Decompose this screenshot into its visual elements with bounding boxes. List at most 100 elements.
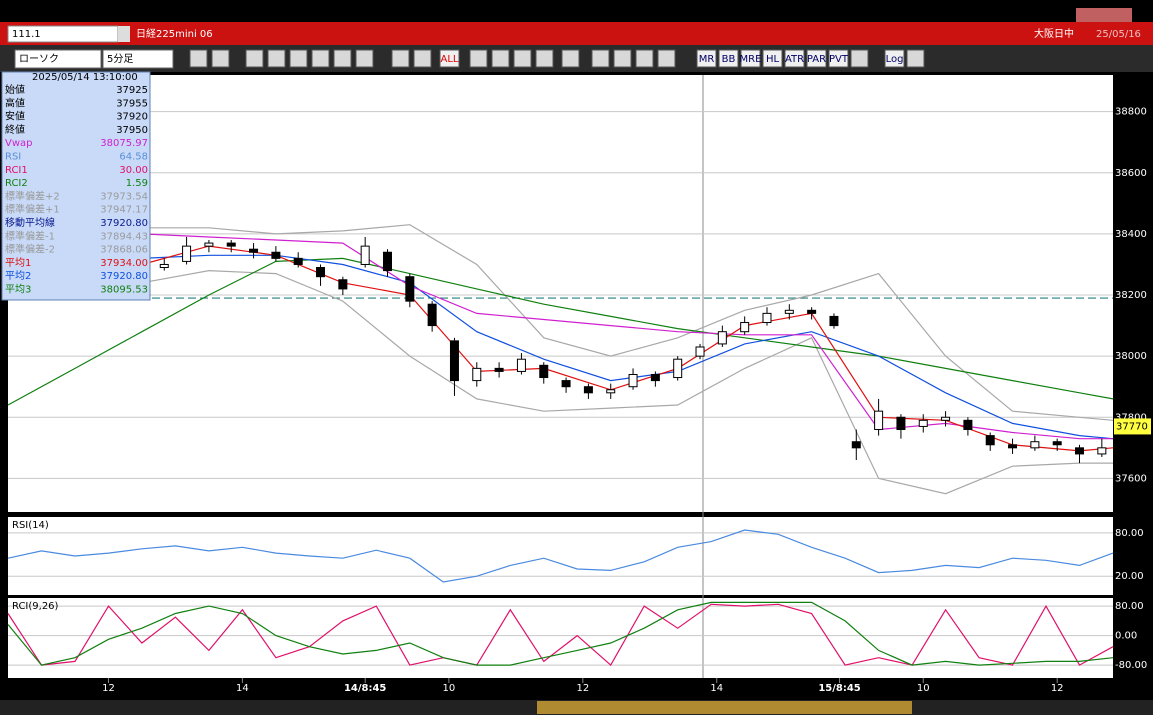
info-label: RCI2 — [5, 178, 28, 189]
candle-body — [1052, 441, 1062, 446]
indicator-line — [7, 601, 1114, 666]
symbol-bar — [0, 22, 1153, 45]
toolbar-icon[interactable] — [211, 49, 230, 68]
toolbar-icon[interactable] — [245, 49, 264, 68]
toolbar-icon[interactable] — [591, 49, 610, 68]
x-tick-label: 12 — [1051, 683, 1064, 694]
candle-body — [673, 358, 683, 379]
candle-body — [717, 331, 727, 345]
info-value: 37934.00 — [100, 258, 148, 269]
toolbar-icons: ALL MR BB MRE HL ATR PAR PVT Log — [189, 49, 925, 68]
candle-body — [606, 389, 616, 394]
candle-body — [1030, 441, 1040, 449]
toolbar-icon[interactable] — [784, 49, 805, 68]
toolbar-icon[interactable] — [469, 49, 488, 68]
y-tick-label: 38400 — [1115, 229, 1147, 240]
info-panel — [1, 71, 151, 301]
x-tick-label: 14 — [236, 683, 249, 694]
toolbar-icon[interactable] — [718, 49, 739, 68]
candle-body — [695, 346, 705, 357]
toolbar-icon[interactable] — [561, 49, 580, 68]
x-tick-label: 10 — [917, 683, 930, 694]
candle-body — [963, 419, 973, 430]
interval-select[interactable] — [102, 49, 174, 69]
y-tick-label: 80.00 — [1115, 601, 1144, 612]
toolbar-icon[interactable] — [413, 49, 432, 68]
candle-body — [874, 410, 884, 430]
toolbar-icon[interactable] — [828, 49, 849, 68]
info-label: 標準偏差+1 — [5, 203, 60, 216]
toolbar-icon[interactable] — [355, 49, 374, 68]
toolbar-icon[interactable] — [635, 49, 654, 68]
toolbar-icon[interactable] — [491, 49, 510, 68]
info-value: 37950 — [116, 125, 148, 136]
info-value: 37920.80 — [100, 271, 148, 282]
candle-body — [1097, 447, 1107, 455]
indicator-line — [7, 603, 1114, 667]
candle-body — [226, 242, 236, 247]
y-tick-label: 38800 — [1115, 107, 1147, 118]
toolbar-icon[interactable] — [696, 49, 717, 68]
interval: 5分足 — [107, 53, 133, 65]
toolbar-icon[interactable] — [513, 49, 532, 68]
info-value: 37947.17 — [100, 205, 148, 216]
chart-type-select[interactable] — [14, 49, 102, 69]
info-label: 安値 — [5, 110, 25, 123]
title-button[interactable] — [1076, 8, 1132, 22]
y-tick-label: -80.00 — [1115, 660, 1147, 671]
info-label: RSI — [5, 152, 21, 163]
info-value: 30.00 — [119, 165, 148, 176]
toolbar-icon[interactable] — [535, 49, 554, 68]
toolbar-icon[interactable] — [657, 49, 676, 68]
candle-body — [360, 245, 370, 265]
info-label: 移動平均線 — [5, 216, 55, 229]
y-tick-label: 38600 — [1115, 168, 1147, 179]
toolbar-icon[interactable] — [806, 49, 827, 68]
symbol-code: 111.1 — [12, 29, 41, 40]
info-value: 37955 — [116, 98, 148, 109]
candle-body — [807, 309, 817, 314]
y-tick-label: 80.00 — [1115, 528, 1144, 539]
candle-body — [628, 373, 638, 388]
panel-title: RSI(14) — [12, 520, 49, 531]
panel-title: RCI(9,26) — [12, 601, 59, 612]
toolbar-icon[interactable] — [906, 49, 925, 68]
candle-body — [829, 315, 839, 327]
candle-body — [650, 373, 660, 382]
toolbar-icon[interactable] — [289, 49, 308, 68]
info-datetime: 2025/05/14 13:10:00 — [32, 72, 138, 83]
info-value: 37920.80 — [100, 218, 148, 229]
title-bar — [0, 0, 1153, 22]
indicator-line — [7, 257, 1114, 406]
toolbar-icon[interactable] — [333, 49, 352, 68]
toolbar-icon[interactable] — [850, 49, 869, 68]
info-value: 37894.43 — [100, 231, 148, 242]
candle-body — [204, 242, 214, 247]
symbol-dropdown[interactable] — [118, 26, 130, 42]
y-tick-label: 0.00 — [1115, 631, 1137, 642]
date: 25/05/16 — [1096, 29, 1141, 40]
info-label: 平均1 — [5, 257, 31, 269]
toolbar-icon[interactable] — [267, 49, 286, 68]
indicator-line — [141, 245, 1114, 452]
candle-body — [159, 263, 169, 269]
info-label: 標準偏差+2 — [5, 189, 60, 202]
toolbar-icon-label: HL — [766, 54, 780, 65]
toolbar-icon[interactable] — [762, 49, 783, 68]
candle-body — [918, 419, 928, 427]
scroll-thumb[interactable] — [537, 701, 912, 714]
toolbar-icon[interactable] — [391, 49, 410, 68]
candle-body — [784, 309, 794, 314]
toolbar-icon[interactable] — [439, 49, 460, 68]
candle-body — [985, 435, 995, 446]
candle-body — [316, 267, 326, 278]
toolbar-icon[interactable] — [311, 49, 330, 68]
toolbar-icon[interactable] — [613, 49, 632, 68]
toolbar-icon-label: BB — [722, 54, 736, 65]
toolbar-icon[interactable] — [884, 49, 905, 68]
toolbar-icon[interactable] — [740, 49, 761, 68]
info-label: RCI1 — [5, 165, 28, 176]
toolbar-icon[interactable] — [189, 49, 208, 68]
